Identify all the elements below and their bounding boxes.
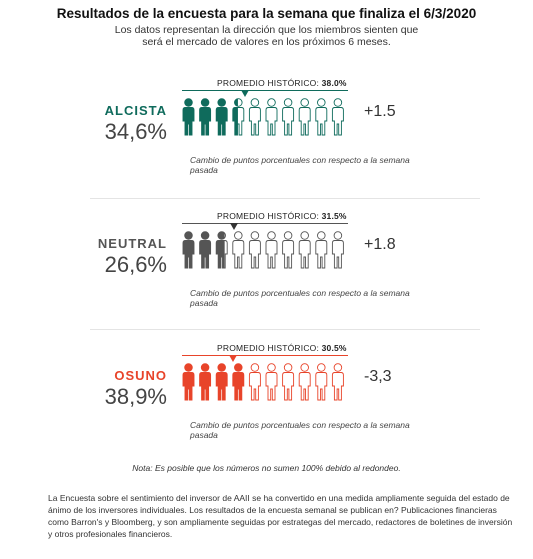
subtitle-line-1: Los datos representan la dirección que l… xyxy=(114,24,419,36)
person-icon xyxy=(248,231,261,269)
person-icon xyxy=(248,98,261,136)
person-icon xyxy=(215,231,228,269)
average-label: PROMEDIO HISTÓRICO: 38.0% xyxy=(217,78,347,88)
person-icon xyxy=(315,98,328,136)
person-icon xyxy=(331,231,344,269)
average-marker xyxy=(228,355,237,362)
percent-value: 34,6% xyxy=(104,119,167,144)
people-icon-row xyxy=(182,98,344,136)
person-icon xyxy=(182,231,195,269)
person-icon xyxy=(215,98,228,136)
person-icon xyxy=(182,363,195,401)
weekly-change: +1.5 xyxy=(364,103,396,120)
change-note: Cambio de puntos porcentuales con respec… xyxy=(190,155,410,175)
person-icon xyxy=(298,98,311,136)
category-label: OSUNO xyxy=(114,368,167,383)
person-icon xyxy=(315,231,328,269)
person-icon xyxy=(182,98,195,136)
change-note: Cambio de puntos porcentuales con respec… xyxy=(190,288,410,308)
person-icon xyxy=(232,231,245,269)
person-icon xyxy=(298,231,311,269)
people-icon-row xyxy=(182,231,344,269)
chart-title: Resultados de la encuesta para la semana… xyxy=(56,6,477,21)
person-icon xyxy=(199,363,212,401)
person-icon xyxy=(232,363,245,401)
person-icon xyxy=(265,363,278,401)
category-label: ALCISTA xyxy=(104,103,167,118)
person-icon xyxy=(282,98,295,136)
section-divider xyxy=(90,329,480,330)
person-icon xyxy=(331,363,344,401)
person-icon xyxy=(232,98,245,136)
average-label: PROMEDIO HISTÓRICO: 31.5% xyxy=(217,211,347,221)
person-icon xyxy=(265,231,278,269)
person-icon xyxy=(282,231,295,269)
person-icon xyxy=(331,98,344,136)
average-line xyxy=(182,90,348,91)
people-icon-row xyxy=(182,363,344,401)
average-marker xyxy=(230,223,239,230)
person-icon xyxy=(265,98,278,136)
footnote: Nota: Es posible que los números no sume… xyxy=(132,463,401,473)
average-marker xyxy=(241,90,250,97)
chart-subtitle: Los datos representan la dirección que l… xyxy=(0,24,533,48)
sentiment-section-bearish: PROMEDIO HISTÓRICO: 30.5% OSUNO 38,9% -3… xyxy=(0,343,533,463)
person-icon xyxy=(315,363,328,401)
person-icon xyxy=(298,363,311,401)
person-icon xyxy=(215,363,228,401)
person-icon xyxy=(248,363,261,401)
person-icon xyxy=(199,98,212,136)
percent-value: 26,6% xyxy=(104,252,167,277)
sentiment-section-bullish: PROMEDIO HISTÓRICO: 38.0% ALCISTA 34,6% … xyxy=(0,78,533,198)
weekly-change: -3,3 xyxy=(364,368,392,385)
person-icon xyxy=(282,363,295,401)
change-note: Cambio de puntos porcentuales con respec… xyxy=(190,420,410,440)
description-text: La Encuesta sobre el sentimiento del inv… xyxy=(48,493,513,539)
average-label: PROMEDIO HISTÓRICO: 30.5% xyxy=(217,343,347,353)
category-label: NEUTRAL xyxy=(97,236,167,251)
weekly-change: +1.8 xyxy=(364,236,396,253)
average-line xyxy=(182,355,348,356)
person-icon xyxy=(199,231,212,269)
percent-value: 38,9% xyxy=(104,384,167,409)
subtitle-line-2: será el mercado de valores en los próxim… xyxy=(142,36,391,48)
sentiment-section-neutral: PROMEDIO HISTÓRICO: 31.5% NEUTRAL 26,6% … xyxy=(0,211,533,331)
section-divider xyxy=(90,198,480,199)
average-line xyxy=(182,223,348,224)
